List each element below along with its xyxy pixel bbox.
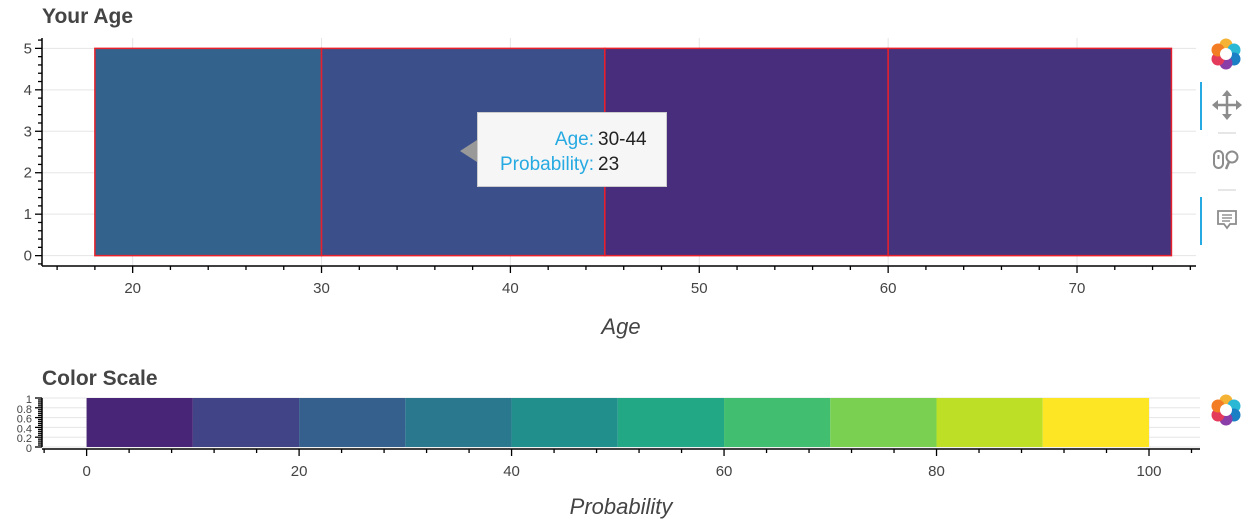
color-scale-chart: Color Scale 0 20 40 60 80 100 00.20.40.60.81 …	[17, 367, 1200, 519]
x-tick-label: 100	[1136, 463, 1161, 480]
y-tick-label: 5	[24, 40, 32, 57]
color-scale-cell	[405, 398, 512, 447]
x-tick-label: 0	[82, 463, 90, 480]
tooltip-row-age: Age: 30-44	[478, 129, 666, 153]
pan-active-indicator	[1200, 82, 1202, 130]
tooltip-key: Probability:	[500, 154, 594, 175]
color-scale-cell	[299, 398, 406, 447]
y-tick-label: 2	[24, 165, 32, 182]
bokeh-logo-icon[interactable]	[1211, 394, 1241, 426]
x-tick-label: 40	[503, 463, 520, 480]
color-scale-cell	[830, 398, 937, 447]
y-tick-label: 0	[26, 443, 32, 455]
hover-tooltip: Age: 30-44 Probability: 23	[477, 112, 667, 187]
bokeh-logo-icon[interactable]	[1211, 38, 1241, 70]
y-tick-label: 0.6	[17, 414, 32, 426]
x-tick-label: 70	[1069, 280, 1086, 297]
color-scale-cell	[724, 398, 831, 447]
color-scale-cell	[617, 398, 725, 447]
color-scale-cell	[1042, 398, 1150, 447]
color-scale-x-axis-label: Probability	[570, 494, 675, 519]
age-chart-x-axis-label: Age	[599, 314, 640, 339]
age-bar-18-29[interactable]	[94, 47, 323, 257]
age-chart-x-axis: 20 30 40 50 60 70	[42, 265, 1196, 297]
color-scale-cell	[86, 398, 193, 447]
x-tick-label: 20	[291, 463, 308, 480]
x-tick-label: 30	[313, 280, 330, 297]
tooltip-pointer	[460, 140, 477, 162]
y-tick-label: 1	[24, 206, 32, 223]
x-tick-label: 60	[716, 463, 733, 480]
y-tick-label: 3	[24, 123, 32, 140]
x-tick-label: 80	[928, 463, 945, 480]
color-scale-y-axis: 00.20.40.60.81	[17, 394, 43, 455]
x-tick-label: 60	[880, 280, 897, 297]
wheel-zoom-icon[interactable]	[1213, 150, 1239, 170]
age-chart-y-axis: 0 1 2 3 4 5	[24, 38, 43, 266]
tooltip-value: 23	[598, 154, 620, 175]
y-tick-label: 1	[26, 394, 32, 406]
color-scale-cells	[86, 398, 1150, 447]
color-scale-cell	[511, 398, 618, 447]
age-bar-60+[interactable]	[887, 47, 1173, 257]
color-scale-title: Color Scale	[42, 367, 158, 390]
color-scale-cell	[936, 398, 1043, 447]
y-tick-label: 0.4	[17, 423, 32, 435]
color-scale-cell	[192, 398, 300, 447]
x-tick-label: 50	[691, 280, 708, 297]
x-tick-label: 20	[124, 280, 141, 297]
y-tick-label: 0.2	[17, 433, 32, 445]
tooltip-value: 30-44	[598, 129, 647, 150]
tooltip-key: Age:	[554, 129, 594, 150]
age-chart-title: Your Age	[42, 5, 133, 28]
y-tick-label: 0	[24, 248, 32, 265]
pan-icon[interactable]	[1212, 90, 1242, 120]
hover-active-indicator	[1200, 197, 1202, 245]
hover-icon[interactable]	[1217, 210, 1237, 230]
y-tick-label: 4	[24, 82, 32, 99]
color-scale-x-axis: 0 20 40 60 80 100	[42, 448, 1200, 480]
x-tick-label: 40	[502, 280, 519, 297]
age-chart-toolbar	[1200, 38, 1242, 245]
y-tick-label: 0.8	[17, 404, 32, 416]
tooltip-row-probability: Probability: 23	[478, 154, 666, 178]
